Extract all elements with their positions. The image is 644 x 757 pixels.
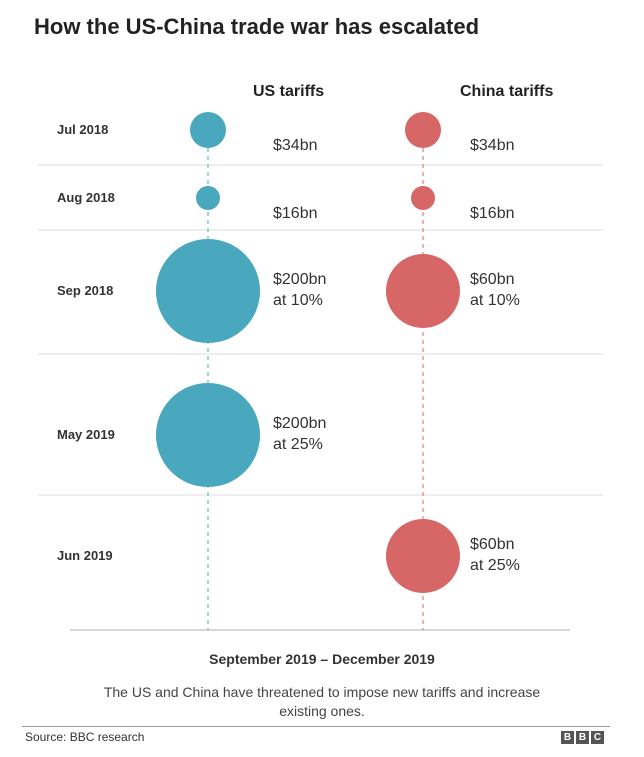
chart-title: How the US-China trade war has escalated (34, 14, 480, 39)
us-tariff-label: $200bn at 10% (273, 269, 326, 311)
label-line: $34bn (273, 137, 318, 154)
row-date-label: Jun 2019 (57, 548, 113, 563)
china-tariff-bubble (386, 519, 460, 593)
label-line: $60bn (470, 271, 515, 288)
us-tariff-label: $200bn at 25% (273, 413, 326, 455)
china-tariff-bubble (386, 254, 460, 328)
source-text: Source: BBC research (25, 730, 145, 744)
period-heading: September 2019 – December 2019 (209, 651, 435, 667)
china-tariff-label: $34bn (470, 135, 515, 156)
label-line: at 25% (273, 436, 323, 453)
row-date-label: May 2019 (57, 427, 115, 442)
us-tariff-bubble (196, 186, 220, 210)
label-line: $60bn (470, 536, 515, 553)
row-date-label: Sep 2018 (57, 283, 114, 298)
china-tariff-label: $60bn at 10% (470, 269, 520, 311)
us-tariff-bubble (155, 238, 261, 344)
china-tariff-bubble (405, 112, 441, 148)
column-header-us: US tariffs (253, 83, 325, 100)
china-tariff-label: $16bn (470, 203, 515, 224)
us-tariff-bubble (190, 112, 226, 148)
column-header-china: China tariffs (460, 83, 554, 100)
label-line: $34bn (470, 137, 515, 154)
label-line: $16bn (470, 205, 515, 222)
china-tariff-label: $60bn at 25% (470, 534, 520, 576)
us-tariff-label: $34bn (273, 135, 318, 156)
label-line: at 25% (470, 557, 520, 574)
label-line: $16bn (273, 205, 318, 222)
row-date-label: Jul 2018 (57, 122, 109, 137)
logo-letter: B (561, 731, 574, 744)
bbc-logo: B B C (561, 731, 604, 744)
label-line: at 10% (273, 292, 323, 309)
logo-letter: C (591, 731, 604, 744)
row-date-label: Aug 2018 (57, 190, 115, 205)
footnote: The US and China have threatened to impo… (103, 684, 541, 719)
source-divider (22, 726, 610, 727)
label-line: at 10% (470, 292, 520, 309)
china-tariff-bubble (411, 186, 435, 210)
logo-letter: B (576, 731, 589, 744)
us-tariff-label: $16bn (273, 203, 318, 224)
label-line: $200bn (273, 415, 327, 432)
us-tariff-bubble (155, 382, 261, 488)
label-line: $200bn (273, 271, 327, 288)
